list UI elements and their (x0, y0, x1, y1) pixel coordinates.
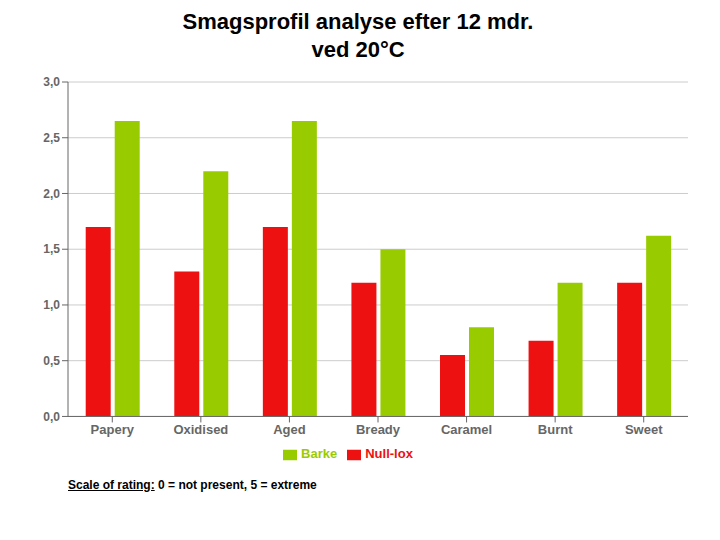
svg-text:3,0: 3,0 (43, 75, 60, 89)
svg-text:1,0: 1,0 (43, 298, 60, 312)
html-text:Smagsprofil analyse efter 12 m: Smagsprofil analyse efter 12 mdr. (182, 9, 534, 34)
html-text:Scale of rating: 0 = not prese: Scale of rating: 0 = not present, 5 = ex… (68, 478, 317, 492)
html-text:ved 20°C: ved 20°C (311, 37, 405, 62)
svg-text:0,0: 0,0 (43, 410, 60, 424)
svg-text:Sweet: Sweet (625, 422, 663, 437)
html-text:Null-lox: Null-lox (365, 446, 413, 462)
svg-text:1,5: 1,5 (43, 242, 60, 256)
svg-text:Aged: Aged (273, 422, 306, 437)
svg-text:2,5: 2,5 (43, 131, 60, 145)
svg-text:Caramel: Caramel (441, 422, 492, 437)
svg-text:Burnt: Burnt (538, 422, 573, 437)
svg-text:2,0: 2,0 (43, 187, 60, 201)
svg-text:Papery: Papery (91, 422, 135, 437)
html-text:Barke: Barke (301, 446, 338, 462)
svg-text:Oxidised: Oxidised (173, 422, 228, 437)
svg-text:0,5: 0,5 (43, 354, 60, 368)
svg-text:Bready: Bready (356, 422, 401, 437)
